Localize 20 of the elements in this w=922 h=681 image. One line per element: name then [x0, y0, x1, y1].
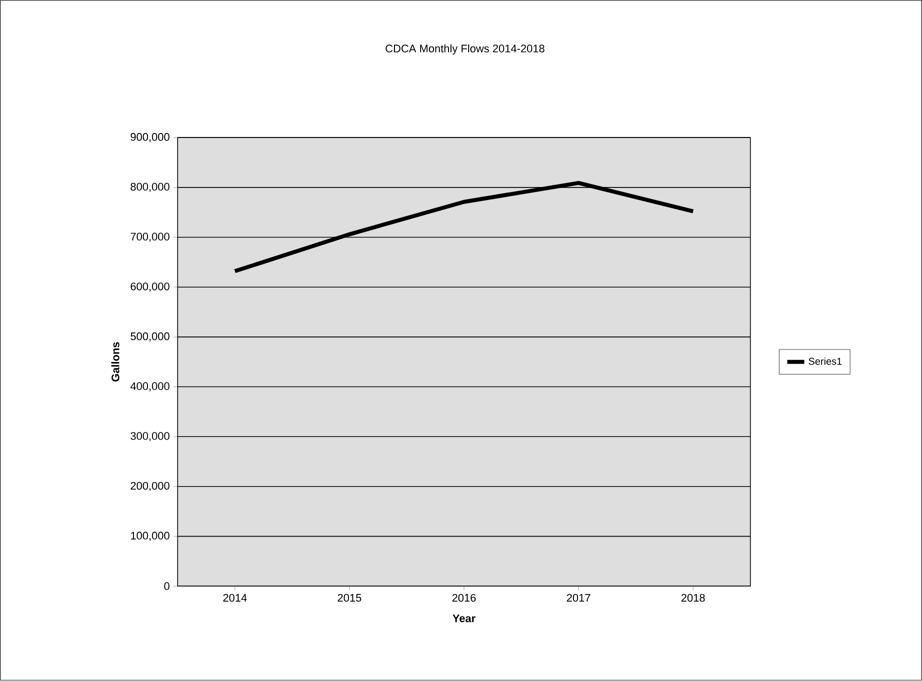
y-tick-label: 300,000 [130, 432, 170, 442]
y-tick-label: 0 [164, 582, 170, 590]
x-tick-label: 2015 [338, 594, 362, 602]
x-axis-title: Year [452, 614, 476, 622]
x-tick-label: 2014 [223, 594, 247, 602]
y-tick-label: 800,000 [130, 183, 170, 192]
chart-title: CDCA Monthly Flows 2014-2018 [386, 44, 544, 55]
x-tick-label: 2017 [566, 594, 590, 602]
y-tick-label: 200,000 [130, 482, 170, 492]
line-series [232, 181, 696, 274]
y-tick-label: 400,000 [130, 382, 170, 392]
y-tick-label: 500,000 [130, 332, 170, 342]
y-tick-label: 900,000 [130, 133, 170, 142]
x-tick-label: 2016 [452, 594, 476, 602]
y-tick-label: 600,000 [130, 282, 170, 292]
x-tick-label: 2018 [681, 594, 705, 602]
y-tick-label: 700,000 [130, 232, 170, 242]
y-tick-label: 100,000 [131, 532, 170, 541]
legend-label: Series1 [808, 358, 842, 365]
y-axis-title: Gallons [111, 342, 120, 382]
